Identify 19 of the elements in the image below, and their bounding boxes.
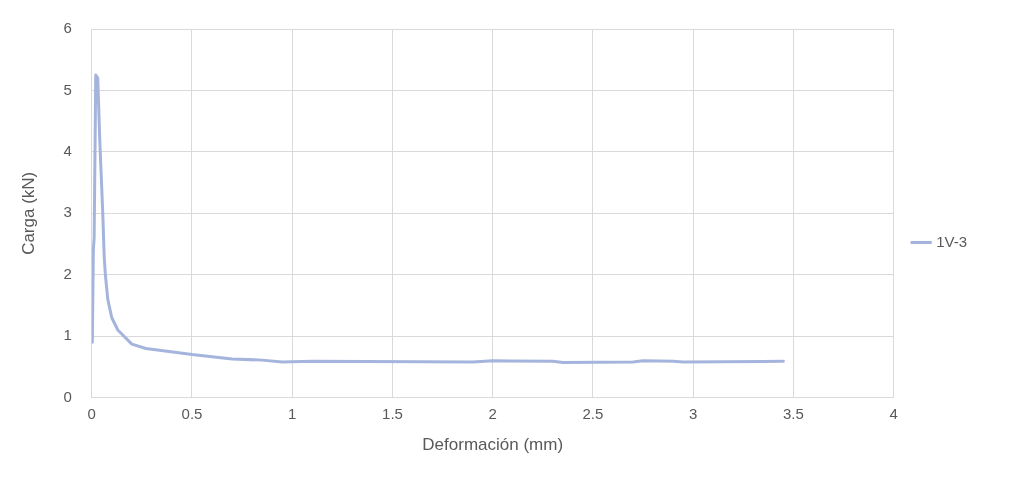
legend-label: 1V-3: [936, 232, 967, 250]
x-axis-title: Deformación (mm): [422, 435, 564, 455]
x-tick-label: 1.5: [382, 404, 403, 422]
y-tick-label: 3: [63, 203, 72, 221]
x-tick-label: 4: [889, 404, 898, 422]
x-tick-label: 3.5: [782, 404, 804, 422]
x-tick-label: 0: [87, 404, 96, 422]
x-tick-label: 2.5: [582, 404, 604, 422]
y-axis-title: Carga (kN): [18, 171, 38, 255]
x-tick-label: 2: [488, 404, 497, 422]
x-tick-label: 3: [689, 404, 698, 422]
y-tick-label: 0: [63, 387, 72, 405]
y-tick-label: 1: [63, 326, 72, 344]
y-tick-label: 4: [63, 142, 72, 160]
y-tick-label: 2: [63, 264, 72, 282]
x-tick-label: 1: [288, 404, 297, 422]
y-tick-label: 6: [63, 19, 72, 37]
x-tick-label: 0.5: [181, 404, 203, 422]
y-tick-label: 5: [63, 80, 72, 98]
